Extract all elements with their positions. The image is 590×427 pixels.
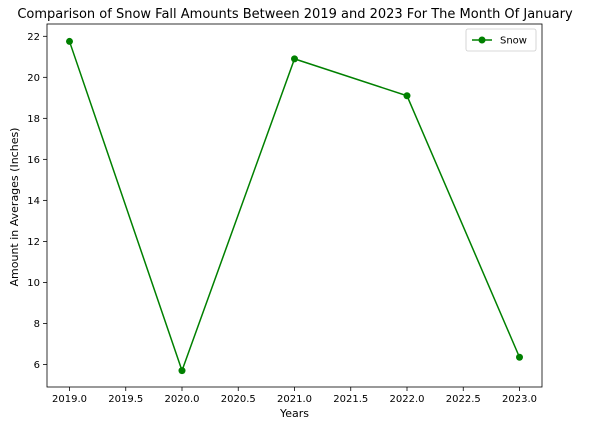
plot-area: 2019.0 2019.5 2020.0 2020.5 2021.0 2021.5 2022… [27, 23, 543, 405]
x-tick-label: 2022.0 [390, 394, 425, 405]
y-tick-label: 14 [27, 196, 40, 207]
data-point [66, 37, 73, 45]
y-tick-label: 16 [27, 155, 40, 166]
x-tick-label: 2022.5 [446, 394, 481, 405]
legend-label: Snow [500, 36, 527, 47]
chart-title: Comparison of Snow Fall Amounts Between … [17, 7, 573, 22]
x-tick-label: 2021.5 [333, 394, 368, 405]
y-tick-label: 22 [27, 32, 40, 43]
y-tick-label: 6 [34, 360, 40, 371]
y-tick-label: 10 [27, 278, 40, 289]
y-axis-label: Amount in Averages (Inches) [8, 128, 21, 287]
data-point [403, 92, 411, 100]
y-tick-label: 8 [34, 319, 40, 330]
legend-box [465, 28, 537, 52]
x-tick-label: 2021.0 [277, 394, 312, 405]
y-tick-label: 18 [27, 114, 40, 125]
data-point [291, 55, 298, 63]
x-tick-label: 2023.0 [502, 394, 537, 405]
data-point [516, 353, 523, 361]
y-tick-label: 20 [27, 73, 40, 84]
x-tick-label: 2020.0 [165, 394, 200, 405]
y-tick-label: 12 [27, 237, 40, 248]
x-axis-label: Years [279, 407, 309, 420]
legend-swatch-marker [478, 36, 486, 44]
x-tick-label: 2019.0 [52, 394, 87, 405]
data-point [178, 367, 186, 375]
x-tick-label: 2020.5 [221, 394, 256, 405]
x-tick-label: 2019.5 [108, 394, 143, 405]
